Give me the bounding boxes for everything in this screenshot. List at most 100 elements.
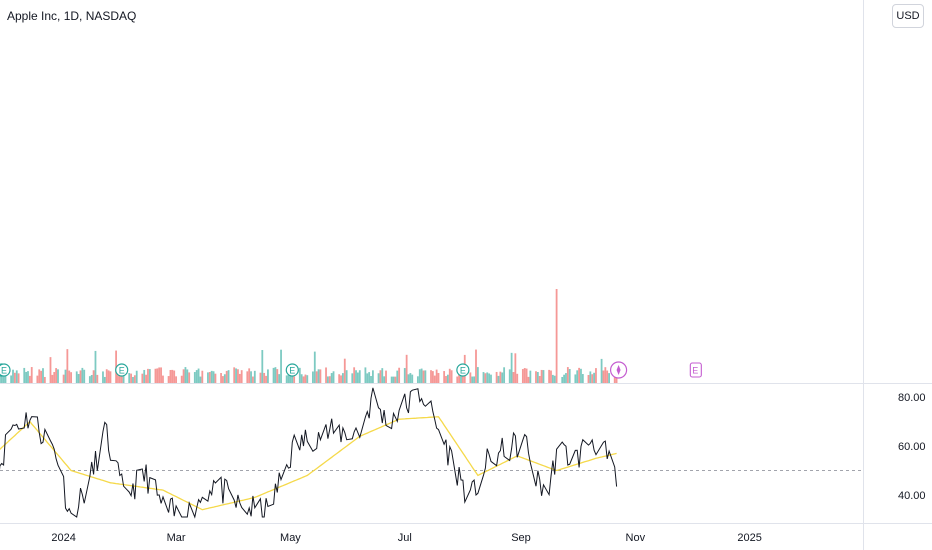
volume-bar-2023-12-20	[40, 370, 43, 383]
volume-bar-2024-08-23	[503, 367, 506, 383]
rsi-tick-label: 60.00	[898, 441, 926, 453]
volume-bar-2024-08-19	[495, 371, 498, 383]
volume-bar-2024-01-04	[68, 370, 71, 383]
volume-bar-2024-05-23	[330, 373, 333, 383]
earnings-marker-4: E	[456, 363, 470, 377]
volume-bar-2023-12-29	[57, 369, 59, 383]
volume-bar-2024-03-15	[201, 370, 204, 383]
volume-bar-2024-10-04	[581, 374, 584, 383]
volume-bar-2024-08-16	[490, 374, 492, 383]
volume-bar-2024-01-09	[77, 374, 80, 383]
volume-bar-2024-03-05	[182, 369, 185, 383]
volume-bar-2024-06-17	[377, 373, 380, 383]
currency-button[interactable]: USD	[892, 4, 924, 28]
volume-bar-2024-10-10	[593, 372, 595, 383]
volume-bar-2024-06-19	[381, 368, 384, 383]
volume-bar-2023-12-18	[36, 375, 39, 383]
volume-bar-2024-03-07	[186, 369, 189, 383]
volume-bar-2024-08-30	[516, 373, 519, 383]
volume-bar-2024-06-24	[390, 376, 393, 383]
dividend-marker	[609, 361, 628, 379]
volume-bar-2024-01-22	[102, 371, 104, 383]
volume-bar-2024-06-18	[379, 370, 382, 383]
volume-bar-2024-01-24	[105, 369, 108, 383]
volume-bar-2024-03-25	[220, 373, 222, 383]
volume-bar-2024-09-27	[568, 369, 571, 383]
volume-bar-2024-04-16	[261, 350, 264, 383]
volume-bar-2024-05-17	[319, 369, 322, 383]
earnings-marker-label: E	[119, 366, 125, 376]
volume-bar-2024-07-17	[433, 375, 436, 383]
volume-bar-2024-06-06	[357, 372, 359, 383]
volume-bar-2024-07-03	[407, 374, 410, 383]
volume-bar-2024-04-10	[250, 371, 252, 383]
volume-bar-2024-07-19	[437, 372, 440, 383]
volume-bar-2024-06-11	[366, 373, 369, 383]
volume-bar-2024-07-15	[430, 370, 432, 383]
volume-bar-2024-03-14	[199, 376, 202, 383]
volume-bar-2024-09-30	[574, 374, 577, 383]
volume-bar-2023-12-13	[27, 371, 29, 383]
volume-bar-2024-09-16	[548, 369, 551, 383]
volume-bar-2024-07-04	[409, 373, 412, 383]
time-tick-label: Mar	[167, 532, 186, 544]
volume-bar-2024-06-03	[351, 373, 354, 383]
volume-bar-2024-02-13	[143, 369, 146, 383]
volume-bar-2024-02-16	[148, 369, 151, 383]
time-tick-label: 2024	[51, 532, 75, 544]
volume-bar-2024-03-19	[208, 372, 211, 383]
volume-bar-2024-02-20	[156, 368, 159, 383]
volume-bar-2024-05-13	[312, 371, 314, 383]
volume-bar-2024-01-02	[64, 369, 67, 383]
volume-bar-2024-07-10	[420, 368, 423, 383]
earnings-marker-circle	[456, 363, 470, 377]
volume-bar-2024-06-07	[358, 370, 361, 383]
volume-bar-2024-05-16	[317, 369, 320, 383]
volume-bar-2024-01-26	[109, 371, 112, 383]
volume-bar-2024-04-09	[248, 368, 251, 383]
volume-bar-2024-01-17	[92, 370, 95, 383]
volume-bar-2024-04-26	[280, 349, 282, 383]
volume-bar-2024-05-21	[327, 376, 329, 383]
volume-bar-2024-06-10	[364, 367, 367, 383]
volume-bar-2024-05-09	[304, 374, 307, 383]
earnings-marker-2: E	[115, 363, 129, 377]
volume-bar-2024-08-09	[476, 367, 479, 383]
volume-bar-2024-02-29	[173, 370, 176, 383]
volume-bar-2023-12-05	[12, 369, 14, 383]
volume-bar-2024-07-29	[456, 376, 459, 383]
volume-bar-2024-07-09	[418, 369, 421, 383]
earnings-marker-label: E	[692, 366, 698, 376]
volume-bar-2024-02-14	[145, 374, 147, 383]
volume-bar-2024-09-18	[551, 374, 554, 383]
volume-bar-2024-02-19	[154, 368, 157, 383]
volume-bar-2024-08-13	[484, 373, 487, 383]
volume-bar-2024-05-20	[325, 367, 327, 383]
volume-bar-2024-04-23	[274, 367, 277, 383]
volume-bar-2024-04-05	[240, 370, 243, 383]
volume-bar-2024-06-20	[383, 376, 386, 383]
series-rsi	[0, 387, 618, 519]
volume-bar-2024-05-15	[315, 371, 318, 383]
volume-bar-2024-01-01	[62, 374, 65, 383]
volume-bar-2024-03-04	[180, 375, 183, 383]
volume-bar-2024-10-07	[587, 375, 590, 383]
volume-bar-2024-09-10	[536, 372, 539, 383]
volume-bar-2024-09-02	[521, 369, 524, 383]
volume-bar-2023-12-07	[15, 370, 18, 383]
volume-bar-2023-12-21	[42, 368, 44, 383]
volume-bar-2024-04-18	[265, 375, 267, 383]
volume-bar-2024-07-24	[446, 374, 449, 383]
rsi-background	[0, 397, 863, 422]
volume-bar-2023-12-22	[43, 376, 46, 383]
volume-bar-2024-06-12	[368, 372, 371, 383]
volume-bar-2024-04-19	[267, 369, 269, 383]
volume-bar-2024-08-15	[488, 373, 491, 383]
volume-bar-2024-02-07	[132, 376, 134, 383]
volume-bar-2024-10-11	[595, 368, 597, 383]
volume-bar-2024-03-27	[223, 374, 226, 383]
earnings-marker-circle	[285, 363, 299, 377]
volume-bar-2024-07-12	[424, 370, 427, 383]
rsi-tick-label: 80.00	[898, 392, 926, 404]
